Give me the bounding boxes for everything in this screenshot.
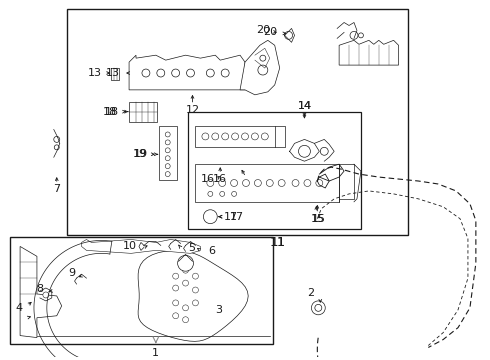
Text: 17: 17	[230, 212, 244, 222]
Circle shape	[231, 180, 238, 186]
Bar	[159, 126, 176, 180]
Bar	[196, 164, 339, 202]
Circle shape	[258, 65, 268, 75]
Circle shape	[165, 132, 170, 137]
Circle shape	[254, 180, 261, 186]
Text: 18: 18	[105, 107, 119, 117]
Circle shape	[220, 192, 225, 196]
Circle shape	[219, 180, 226, 186]
Circle shape	[187, 69, 195, 77]
Text: 15: 15	[312, 214, 326, 224]
Bar	[188, 112, 361, 229]
Circle shape	[165, 172, 170, 176]
Circle shape	[315, 304, 322, 311]
Circle shape	[207, 180, 214, 186]
Text: 1: 1	[152, 348, 159, 359]
Text: 20: 20	[256, 26, 270, 35]
Circle shape	[183, 317, 189, 323]
Circle shape	[208, 192, 213, 196]
Circle shape	[183, 267, 189, 273]
Text: 19: 19	[134, 149, 148, 159]
Circle shape	[232, 192, 237, 196]
Text: 11: 11	[270, 236, 285, 249]
Circle shape	[157, 69, 165, 77]
Text: 9: 9	[69, 268, 75, 278]
Circle shape	[251, 133, 258, 140]
Circle shape	[172, 300, 179, 306]
Circle shape	[165, 148, 170, 153]
Circle shape	[193, 273, 198, 279]
Circle shape	[298, 145, 310, 157]
Bar	[129, 102, 157, 122]
Bar	[67, 9, 409, 234]
Text: 7: 7	[53, 184, 60, 194]
Bar	[10, 237, 273, 343]
Circle shape	[266, 180, 273, 186]
Polygon shape	[240, 40, 280, 95]
Polygon shape	[81, 239, 200, 253]
Circle shape	[172, 69, 180, 77]
Text: 13: 13	[87, 68, 101, 78]
Circle shape	[320, 147, 328, 155]
Text: 13: 13	[106, 68, 120, 78]
Circle shape	[178, 255, 194, 271]
Circle shape	[165, 164, 170, 168]
Text: 17: 17	[224, 212, 238, 222]
Text: 19: 19	[133, 149, 147, 159]
Polygon shape	[129, 55, 245, 90]
Text: 16: 16	[201, 174, 215, 184]
Circle shape	[172, 273, 179, 279]
Circle shape	[285, 31, 293, 39]
Text: 10: 10	[123, 242, 137, 251]
Circle shape	[260, 55, 266, 61]
Circle shape	[232, 133, 239, 140]
Circle shape	[292, 180, 299, 186]
Circle shape	[165, 156, 170, 161]
Text: 4: 4	[15, 303, 22, 313]
Circle shape	[261, 133, 269, 140]
Circle shape	[193, 287, 198, 293]
Text: 16: 16	[213, 174, 227, 184]
Circle shape	[243, 180, 249, 186]
Circle shape	[359, 33, 364, 38]
Text: 8: 8	[37, 284, 44, 294]
Circle shape	[206, 69, 214, 77]
Text: 15: 15	[310, 214, 324, 224]
Circle shape	[172, 313, 179, 319]
Circle shape	[304, 180, 311, 186]
Circle shape	[43, 292, 49, 298]
Circle shape	[221, 133, 229, 140]
Bar	[196, 126, 275, 147]
Circle shape	[54, 145, 59, 150]
Text: 18: 18	[103, 107, 117, 117]
Circle shape	[165, 140, 170, 145]
Text: 5: 5	[189, 243, 196, 253]
Polygon shape	[138, 251, 248, 341]
Circle shape	[193, 300, 198, 306]
Circle shape	[183, 280, 189, 286]
Circle shape	[54, 136, 60, 143]
Circle shape	[202, 133, 209, 140]
Text: 14: 14	[297, 101, 312, 111]
Text: 14: 14	[297, 101, 312, 111]
Text: 12: 12	[185, 105, 199, 115]
Circle shape	[221, 69, 229, 77]
Polygon shape	[339, 40, 398, 65]
Circle shape	[172, 285, 179, 291]
Circle shape	[311, 301, 325, 315]
Circle shape	[316, 180, 323, 186]
Text: 11: 11	[270, 236, 286, 249]
Circle shape	[203, 210, 217, 224]
Circle shape	[350, 31, 358, 39]
Circle shape	[278, 180, 285, 186]
Circle shape	[183, 305, 189, 311]
Text: 2: 2	[307, 288, 315, 298]
Text: 6: 6	[208, 246, 215, 256]
Polygon shape	[20, 246, 62, 338]
Text: 3: 3	[215, 305, 222, 315]
Circle shape	[212, 133, 219, 140]
Text: 20: 20	[264, 27, 278, 37]
Circle shape	[242, 133, 248, 140]
Circle shape	[142, 69, 150, 77]
